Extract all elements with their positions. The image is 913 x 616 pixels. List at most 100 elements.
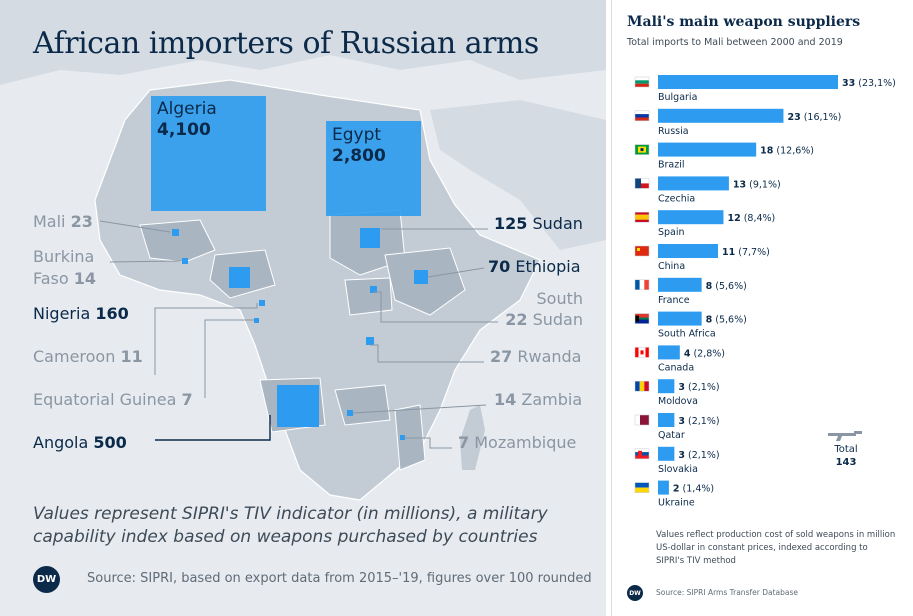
bar-category-label: Brazil	[658, 160, 685, 171]
equatorial-guinea-square	[254, 318, 259, 323]
label-burkina-faso: Burkina	[33, 246, 94, 267]
country-value: 160	[95, 304, 129, 323]
bar-category-label: Russia	[658, 126, 689, 137]
bar-canada	[658, 345, 680, 360]
label-zambia: 14 Zambia	[494, 389, 582, 410]
bar-value-label: 8 (5,6%)	[706, 281, 747, 292]
spain-flag-icon	[634, 211, 650, 223]
sudan-square	[360, 228, 380, 248]
label-mali: Mali 23	[33, 211, 93, 232]
country-name-line2: Faso	[33, 269, 69, 288]
country-name: Algeria	[157, 99, 217, 119]
label-equatorial-guinea: Equatorial Guinea 7	[33, 389, 193, 410]
country-name-line2: Sudan	[532, 310, 583, 329]
bar-category-label: Slovakia	[658, 464, 698, 475]
total-summary: Total 143	[828, 443, 864, 469]
mali-square	[172, 229, 179, 236]
label-burkina-faso-line2: Faso 14	[33, 268, 96, 289]
label-mozambique: 7 Mozambique	[458, 432, 576, 453]
total-value: 143	[835, 457, 857, 468]
country-name: Egypt	[332, 125, 382, 145]
bar-slovakia	[658, 446, 675, 461]
source-text: Source: SIPRI, based on export data from…	[87, 571, 592, 586]
south-sudan-square	[370, 286, 377, 293]
methodology-note: Values represent SIPRI's TIV indicator (…	[33, 504, 548, 547]
ukraine-flag-icon	[634, 482, 650, 493]
country-value: 14	[494, 390, 517, 409]
bar-value-label: 8 (5,6%)	[706, 315, 747, 326]
label-angola: Angola 500	[33, 432, 127, 453]
country-name: Sudan	[532, 214, 583, 233]
country-value: 7	[458, 433, 470, 452]
bar-brazil	[658, 142, 757, 157]
bar-qatar	[658, 413, 675, 427]
page-title: African importers of Russian arms	[33, 26, 539, 61]
bar-value-label: 12 (8,4%)	[727, 213, 775, 224]
nigeria-square	[229, 267, 250, 288]
map-panel: African importers of Russian arms Algeri…	[0, 0, 606, 616]
burkina-faso-square	[182, 258, 188, 264]
russia-flag-icon	[634, 110, 650, 122]
label-egypt: Egypt 2,800	[332, 125, 386, 167]
bar-value-label: 23 (16,1%)	[787, 112, 841, 123]
country-name-line1: Burkina	[33, 247, 95, 266]
suppliers-panel: Mali's main weapon suppliers Total impor…	[611, 0, 913, 616]
country-name: Equatorial Guinea	[33, 390, 177, 409]
bar-value-label: 3 (2,1%)	[678, 450, 719, 461]
country-value: 125	[494, 214, 528, 233]
bar-ukraine	[658, 480, 669, 495]
slovakia-flag-icon	[634, 448, 650, 460]
bar-value-label: 4 (2,8%)	[684, 348, 725, 359]
total-label: Total	[834, 444, 858, 455]
label-cameroon: Cameroon 11	[33, 346, 143, 367]
bar-category-label: Spain	[658, 227, 685, 238]
bar-south-africa	[658, 311, 702, 326]
label-south-sudan: South	[490, 288, 584, 309]
bar-category-label: Czechia	[658, 193, 695, 204]
chart-note: Values reflect production cost of sold w…	[656, 530, 896, 566]
country-name: Nigeria	[33, 304, 91, 323]
country-name: Rwanda	[517, 347, 582, 366]
bar-value-label: 11 (7,7%)	[722, 247, 770, 258]
algeria-square	[151, 96, 266, 211]
cameroon-square	[259, 300, 265, 306]
mozambique-square	[400, 435, 405, 440]
qatar-flag-icon	[634, 414, 650, 426]
zambia-square	[347, 410, 353, 416]
bar-category-label: Ukraine	[658, 498, 695, 509]
country-name: Ethiopia	[515, 257, 581, 276]
dw-logo: DW	[33, 566, 60, 593]
canada-flag-icon	[634, 347, 650, 358]
bar-category-label: China	[658, 261, 685, 272]
bar-value-label: 18 (12,6%)	[760, 146, 814, 157]
bar-czechia	[658, 176, 729, 191]
bar-france	[658, 277, 702, 292]
bar-category-label: France	[658, 295, 690, 306]
chart-title: Mali's main weapon suppliers	[627, 14, 861, 30]
bar-value-label: 13 (9,1%)	[733, 179, 781, 190]
south-africa-flag-icon	[634, 313, 650, 324]
bar-value-label: 33 (23,1%)	[842, 78, 896, 89]
bar-category-label: Qatar	[658, 430, 685, 441]
country-value: 7	[181, 390, 193, 409]
bar-bulgaria	[658, 75, 838, 89]
bar-russia	[658, 108, 784, 123]
france-flag-icon	[634, 279, 650, 291]
country-value: 4,100	[157, 120, 211, 140]
ethiopia-square	[414, 270, 428, 284]
country-name: Mali	[33, 212, 66, 231]
country-name-line1: South	[536, 289, 584, 308]
label-nigeria: Nigeria 160	[33, 303, 129, 324]
country-value: 27	[490, 347, 513, 366]
bar-value-label: 2 (1,4%)	[673, 484, 714, 495]
czechia-flag-icon	[634, 178, 650, 189]
country-value: 23	[70, 212, 93, 231]
country-value: 11	[120, 347, 143, 366]
brazil-flag-icon	[634, 144, 650, 155]
label-sudan: 125 Sudan	[494, 213, 583, 234]
label-ethiopia: 70 Ethiopia	[488, 256, 581, 277]
china-flag-icon	[634, 245, 650, 257]
label-algeria: Algeria 4,100	[157, 99, 217, 141]
bar-category-label: Canada	[658, 362, 694, 373]
bar-value-label: 3 (2,1%)	[678, 382, 719, 393]
